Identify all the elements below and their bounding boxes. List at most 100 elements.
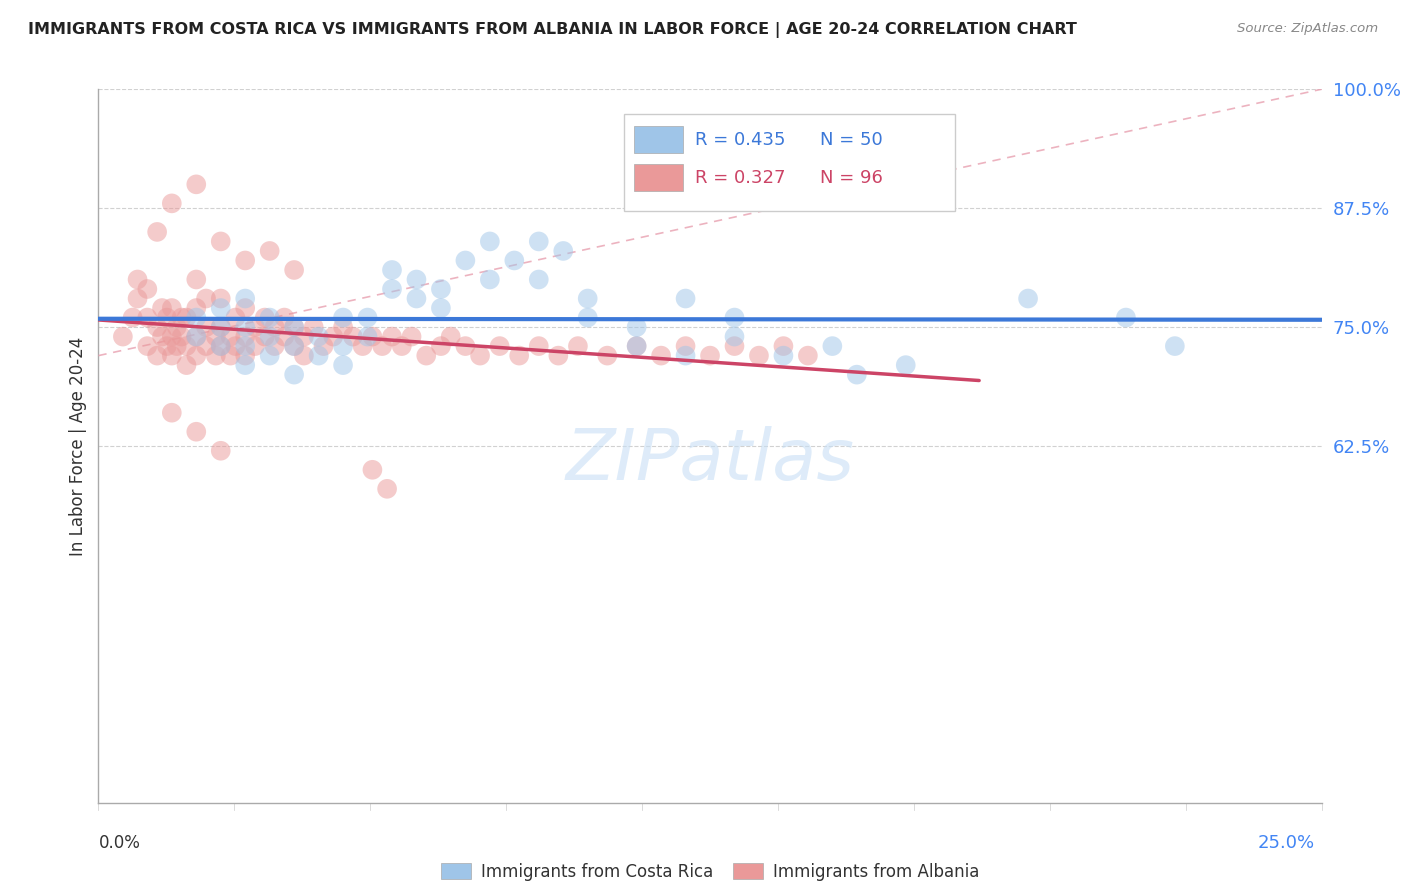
Point	[454, 339, 477, 353]
Point	[547, 349, 569, 363]
Point	[166, 320, 188, 334]
Point	[527, 272, 550, 286]
Point	[186, 425, 208, 439]
Point	[186, 272, 208, 286]
Point	[253, 310, 276, 325]
Point	[699, 349, 721, 363]
Legend: Immigrants from Costa Rica, Immigrants from Albania: Immigrants from Costa Rica, Immigrants f…	[434, 856, 986, 888]
Point	[263, 339, 285, 353]
Text: R = 0.435: R = 0.435	[696, 131, 786, 149]
Point	[209, 443, 232, 458]
Point	[361, 463, 384, 477]
Point	[675, 339, 697, 353]
Point	[160, 196, 183, 211]
Point	[352, 339, 374, 353]
Y-axis label: In Labor Force | Age 20-24: In Labor Force | Age 20-24	[69, 336, 87, 556]
Point	[283, 368, 305, 382]
Point	[308, 349, 330, 363]
Point	[596, 349, 619, 363]
Point	[468, 349, 491, 363]
Point	[186, 329, 208, 343]
Point	[308, 329, 330, 343]
Point	[233, 339, 256, 353]
Point	[478, 272, 501, 286]
Point	[233, 320, 256, 334]
Point	[723, 310, 745, 325]
Point	[361, 329, 384, 343]
Point	[259, 329, 281, 343]
Point	[150, 329, 173, 343]
Point	[186, 301, 208, 315]
Point	[127, 272, 149, 286]
Point	[127, 292, 149, 306]
Text: 0.0%: 0.0%	[98, 834, 141, 852]
Point	[209, 339, 232, 353]
Point	[209, 301, 232, 315]
Point	[675, 349, 697, 363]
Point	[1164, 339, 1187, 353]
Point	[136, 282, 159, 296]
Point	[283, 320, 305, 334]
Point	[312, 339, 335, 353]
Point	[576, 292, 599, 306]
FancyBboxPatch shape	[624, 114, 955, 211]
Point	[430, 301, 453, 315]
Point	[186, 310, 208, 325]
Point	[259, 310, 281, 325]
Point	[263, 320, 285, 334]
Point	[626, 320, 648, 334]
Point	[156, 339, 179, 353]
Point	[283, 339, 305, 353]
Point	[170, 329, 193, 343]
Point	[381, 263, 404, 277]
Point	[224, 339, 246, 353]
Point	[405, 292, 427, 306]
Point	[527, 235, 550, 249]
Point	[405, 272, 427, 286]
Point	[253, 329, 276, 343]
Point	[356, 329, 378, 343]
Point	[259, 349, 281, 363]
Point	[1115, 310, 1137, 325]
Point	[224, 310, 246, 325]
Point	[146, 225, 169, 239]
Text: ZIPatlas: ZIPatlas	[565, 425, 855, 495]
Point	[243, 339, 266, 353]
Point	[160, 349, 183, 363]
Point	[322, 329, 344, 343]
Point	[391, 339, 413, 353]
Point	[205, 329, 228, 343]
Point	[156, 310, 179, 325]
Point	[283, 339, 305, 353]
Text: IMMIGRANTS FROM COSTA RICA VS IMMIGRANTS FROM ALBANIA IN LABOR FORCE | AGE 20-24: IMMIGRANTS FROM COSTA RICA VS IMMIGRANTS…	[28, 22, 1077, 38]
Point	[121, 310, 143, 325]
Point	[111, 329, 134, 343]
Point	[454, 253, 477, 268]
Point	[748, 349, 770, 363]
Point	[273, 310, 295, 325]
Point	[186, 178, 208, 192]
Point	[136, 339, 159, 353]
Point	[209, 320, 232, 334]
Point	[440, 329, 463, 343]
Point	[332, 310, 354, 325]
Point	[488, 339, 510, 353]
Point	[176, 310, 198, 325]
Point	[170, 310, 193, 325]
Point	[160, 301, 183, 315]
Point	[675, 292, 697, 306]
Point	[209, 292, 232, 306]
Point	[1017, 292, 1039, 306]
Point	[219, 329, 242, 343]
Point	[332, 320, 354, 334]
Point	[160, 329, 183, 343]
Point	[381, 282, 404, 296]
Point	[146, 349, 169, 363]
Point	[283, 320, 305, 334]
Point	[650, 349, 672, 363]
Point	[415, 349, 437, 363]
Point	[292, 329, 315, 343]
Point	[332, 339, 354, 353]
Point	[772, 349, 794, 363]
Point	[195, 339, 218, 353]
